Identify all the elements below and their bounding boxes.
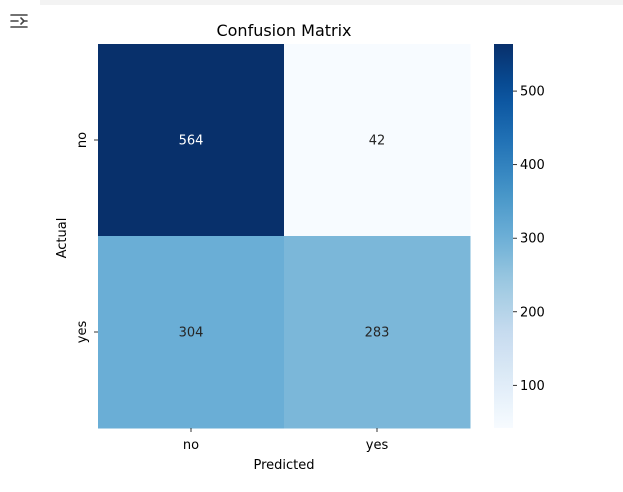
heatmap-cell-no-yes	[284, 44, 471, 237]
cell-value-no-no: 564	[179, 134, 204, 149]
y-tick-label-yes: yes	[75, 321, 90, 344]
heatmap-cell-labels: 564 42 304 283	[179, 134, 390, 341]
colorbar-tick-label-300: 300	[520, 232, 545, 247]
colorbar-ticks: 100 200 300 400 500	[513, 85, 545, 394]
heatmap-cell-yes-yes	[284, 236, 471, 429]
heatmap-cell-no-no	[98, 44, 285, 237]
cell-value-no-yes: 42	[369, 134, 386, 149]
output-collapse-icon[interactable]	[8, 10, 30, 32]
x-axis-ticks: no yes	[183, 428, 389, 453]
cell-value-yes-yes: 283	[365, 326, 390, 341]
x-tick-label-yes: yes	[366, 438, 389, 453]
colorbar-tick-label-100: 100	[520, 379, 545, 394]
cell-value-yes-no: 304	[179, 326, 204, 341]
y-tick-label-no: no	[75, 132, 90, 148]
heatmap-cells	[98, 44, 471, 429]
x-tick-label-no: no	[183, 438, 199, 453]
colorbar-tick-label-500: 500	[520, 85, 545, 100]
y-axis-ticks: no yes	[75, 132, 98, 343]
top-bar-tab	[0, 0, 40, 5]
top-bar	[0, 0, 623, 5]
colorbar	[494, 44, 513, 428]
colorbar-tick-label-200: 200	[520, 305, 545, 320]
x-axis-label: Predicted	[253, 458, 314, 473]
chart-title: Confusion Matrix	[216, 21, 351, 40]
y-axis-label: Actual	[55, 218, 70, 259]
colorbar-tick-label-400: 400	[520, 158, 545, 173]
heatmap-cell-yes-no	[98, 236, 285, 429]
